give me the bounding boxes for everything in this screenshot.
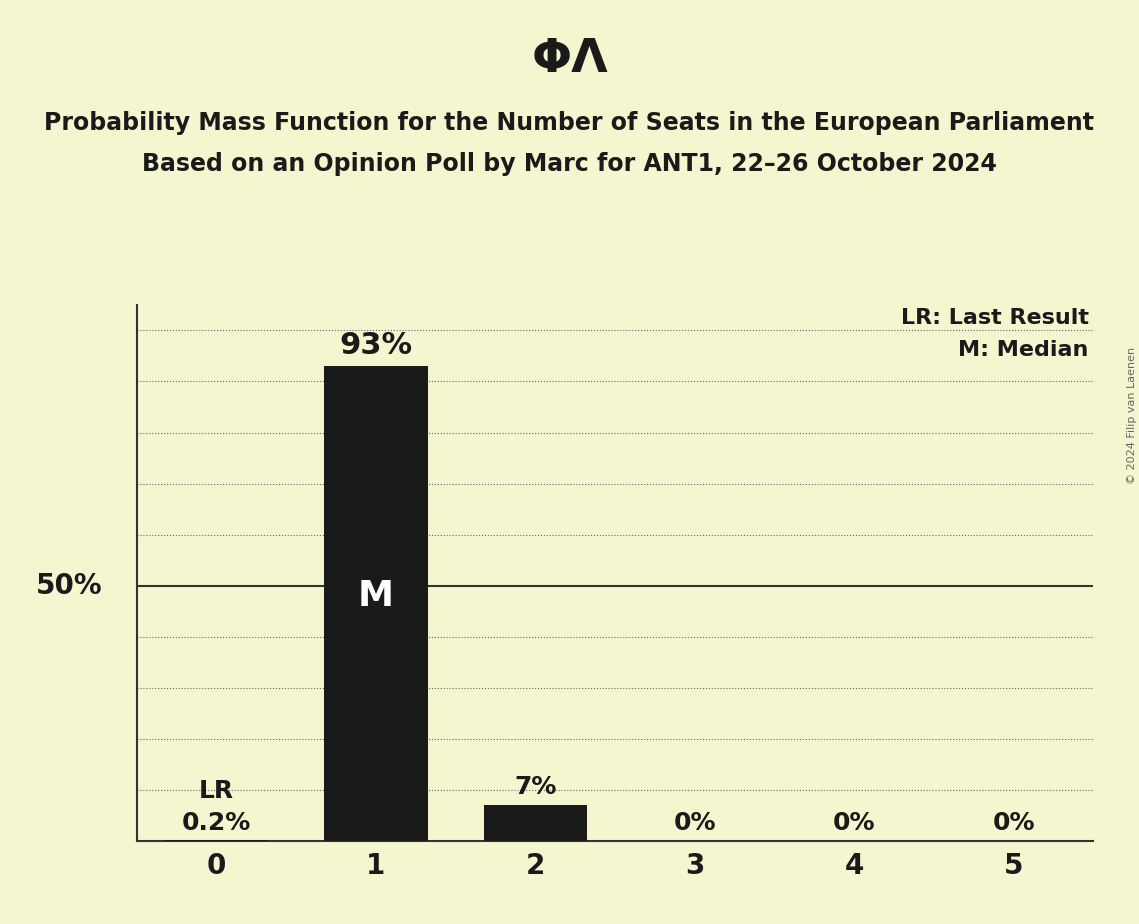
- Text: ΦΛ: ΦΛ: [531, 37, 608, 82]
- Text: LR: LR: [199, 779, 233, 803]
- Bar: [483, 805, 588, 841]
- Text: M: Median: M: Median: [958, 340, 1089, 359]
- Text: © 2024 Filip van Laenen: © 2024 Filip van Laenen: [1126, 347, 1137, 484]
- Text: M: M: [358, 578, 394, 613]
- Text: LR: Last Result: LR: Last Result: [901, 308, 1089, 328]
- Text: 93%: 93%: [339, 331, 412, 360]
- Bar: [164, 840, 268, 841]
- Text: 0%: 0%: [992, 810, 1035, 834]
- Bar: [325, 366, 428, 841]
- Text: 0%: 0%: [673, 810, 716, 834]
- Text: 0.2%: 0.2%: [182, 810, 251, 834]
- Text: Based on an Opinion Poll by Marc for ANT1, 22–26 October 2024: Based on an Opinion Poll by Marc for ANT…: [142, 152, 997, 176]
- Text: Probability Mass Function for the Number of Seats in the European Parliament: Probability Mass Function for the Number…: [44, 111, 1095, 135]
- Text: 50%: 50%: [36, 572, 103, 600]
- Text: 7%: 7%: [514, 775, 557, 799]
- Text: 0%: 0%: [833, 810, 876, 834]
